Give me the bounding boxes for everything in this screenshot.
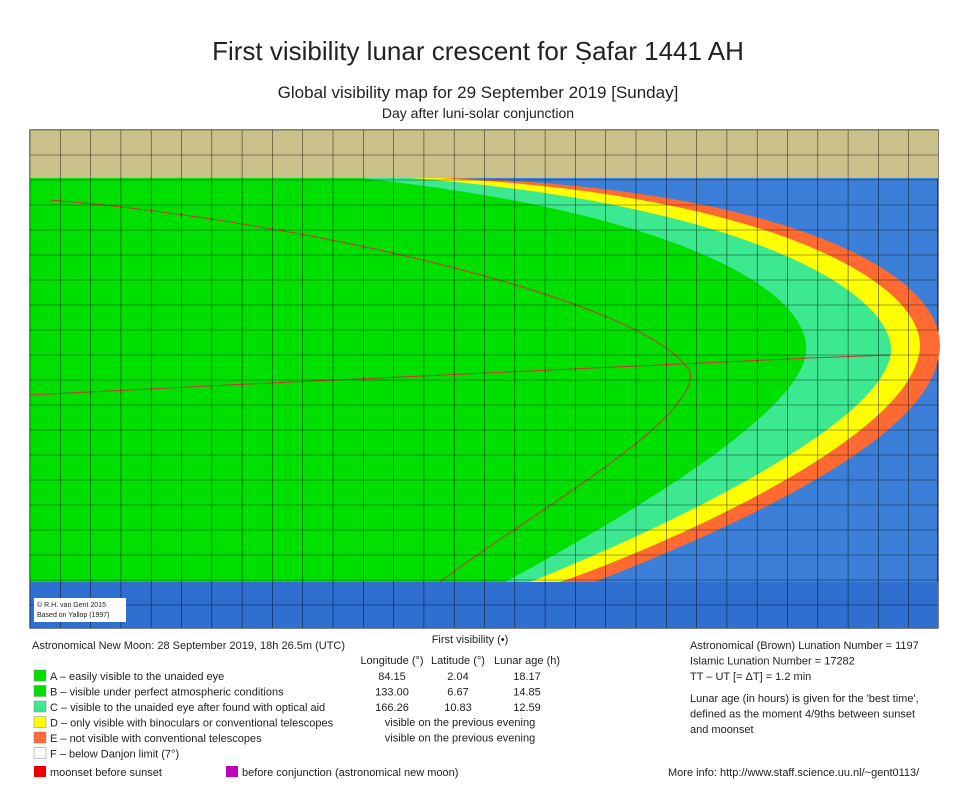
table-cell: 84.15 [378, 671, 406, 683]
map: © R.H. van Gent 2015 Based on Yallop (19… [29, 129, 940, 629]
credit: © R.H. van Gent 2015 [37, 601, 106, 609]
table-title: First visibility (•) [432, 634, 509, 646]
info-line: Islamic Lunation Number = 17282 [690, 656, 855, 668]
table-note: visible on the previous evening [385, 717, 535, 729]
legend-swatch [33, 747, 47, 759]
grid [29, 129, 938, 628]
credit: Based on Yallop (1997) [37, 612, 110, 619]
legend-label: E – not visible with conventional telesc… [50, 733, 262, 745]
legend-swatch [33, 716, 47, 728]
legend-label: A – easily visible to the unaided eye [50, 671, 224, 683]
legend-label: moonset before sunset [50, 767, 162, 779]
note: Day after luni-solar conjunction [382, 105, 574, 121]
credit-box [34, 598, 126, 622]
table-note: visible on the previous evening [385, 733, 535, 745]
legend-swatch [33, 700, 47, 713]
legend-swatch [226, 766, 238, 777]
legend-label: B – visible under perfect atmospheric co… [50, 687, 284, 699]
table-header: Lunar age (h) [494, 655, 560, 667]
legend-swatch [33, 685, 47, 697]
legend-swatch [33, 731, 47, 744]
legend-swatch [33, 669, 47, 682]
info-line: TT – UT [= ΔT] = 1.2 min [690, 671, 811, 683]
table-cell: 12.59 [513, 702, 541, 714]
table: First visibility (•) Longitude (°) Latitud… [360, 634, 560, 745]
info-note: and moonset [690, 724, 754, 736]
table-header: Latitude (°) [431, 655, 485, 667]
legend-label: C – visible to the unaided eye after fou… [50, 702, 325, 714]
table-cell: 10.83 [444, 702, 472, 714]
legend: A – easily visible to the unaided eye B –… [33, 669, 458, 779]
table-cell: 18.17 [513, 671, 541, 683]
table-cell: 6.67 [447, 687, 468, 699]
info-note: defined as the moment 4/9ths between sun… [690, 709, 915, 721]
subtitle: Global visibility map for 29 September 2… [278, 83, 679, 102]
land-north [30, 130, 938, 178]
info-note: Lunar age (in hours) is given for the 'b… [690, 693, 919, 705]
table-cell: 133.00 [375, 687, 409, 699]
red-curve [49, 199, 691, 583]
legend-label: D – only visible with binoculars or conv… [50, 718, 334, 730]
legend-label: before conjunction (astronomical new moo… [242, 767, 458, 779]
more-info: More info: http://www.staff.science.uu.n… [668, 767, 920, 779]
title: First visibility lunar crescent for Ṣafa… [212, 36, 744, 66]
table-cell: 2.04 [447, 671, 468, 683]
table-cell: 14.85 [513, 687, 541, 699]
info: Astronomical (Brown) Lunation Number = 1… [668, 640, 920, 779]
info-line: Astronomical (Brown) Lunation Number = 1… [690, 640, 919, 652]
table-cell: 166.26 [375, 702, 409, 714]
new-moon: Astronomical New Moon: 28 September 2019… [32, 640, 345, 652]
legend-swatch [34, 766, 46, 777]
table-header: Longitude (°) [360, 655, 423, 667]
legend-label: F – below Danjon limit (7°) [50, 749, 179, 761]
